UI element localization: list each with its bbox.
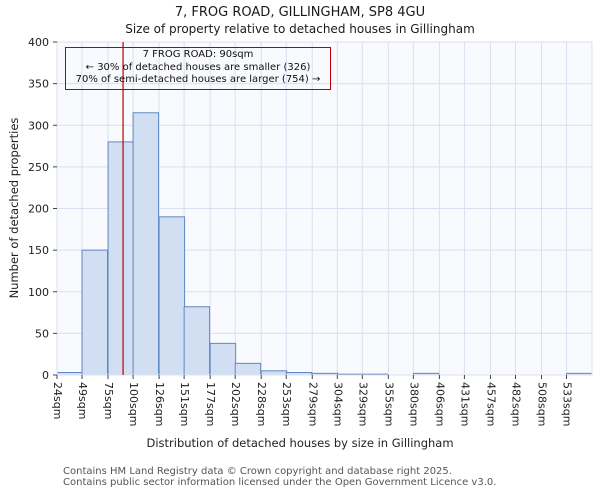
svg-text:50: 50 — [35, 327, 49, 340]
page-title: 7, FROG ROAD, GILLINGHAM, SP8 4GU — [174, 5, 426, 20]
svg-text:406sqm: 406sqm — [433, 382, 446, 426]
svg-text:329sqm: 329sqm — [356, 382, 369, 426]
svg-text:304sqm: 304sqm — [331, 382, 344, 426]
svg-text:49sqm: 49sqm — [76, 382, 89, 419]
svg-text:126sqm: 126sqm — [153, 382, 166, 426]
svg-text:457sqm: 457sqm — [484, 382, 497, 426]
svg-text:177sqm: 177sqm — [204, 382, 217, 426]
svg-text:508sqm: 508sqm — [535, 382, 548, 426]
svg-text:380sqm: 380sqm — [407, 382, 420, 426]
footer-licence-line: Contains public sector information licen… — [63, 477, 497, 488]
svg-text:482sqm: 482sqm — [509, 382, 522, 426]
svg-text:228sqm: 228sqm — [255, 382, 268, 426]
svg-text:100: 100 — [28, 286, 49, 299]
annotation-box: 7 FROG ROAD: 90sqm ← 30% of detached hou… — [65, 47, 331, 90]
footer-copyright-line: Contains HM Land Registry data © Crown c… — [63, 466, 452, 477]
svg-text:355sqm: 355sqm — [382, 382, 395, 426]
annotation-smaller-share: ← 30% of detached houses are smaller (32… — [85, 61, 311, 73]
svg-text:279sqm: 279sqm — [306, 382, 319, 426]
annotation-larger-share: 70% of semi-detached houses are larger (… — [75, 74, 321, 85]
svg-text:533sqm: 533sqm — [561, 382, 574, 426]
svg-text:250: 250 — [28, 161, 49, 174]
svg-text:202sqm: 202sqm — [229, 382, 242, 426]
svg-text:0: 0 — [42, 369, 49, 382]
svg-text:400: 400 — [28, 36, 49, 49]
svg-text:151sqm: 151sqm — [178, 382, 191, 426]
svg-text:75sqm: 75sqm — [102, 382, 115, 419]
svg-text:24sqm: 24sqm — [51, 382, 64, 419]
svg-text:431sqm: 431sqm — [458, 382, 471, 426]
svg-text:300: 300 — [28, 119, 49, 132]
page-subtitle: Size of property relative to detached ho… — [125, 22, 475, 36]
footer: Contains HM Land Registry data © Crown c… — [63, 466, 593, 488]
annotation-property-size: 7 FROG ROAD: 90sqm — [142, 49, 254, 60]
svg-text:350: 350 — [28, 78, 49, 91]
svg-text:150: 150 — [28, 244, 49, 257]
x-axis-label: Distribution of detached houses by size … — [146, 436, 454, 450]
svg-text:253sqm: 253sqm — [280, 382, 293, 426]
svg-text:100sqm: 100sqm — [127, 382, 140, 426]
svg-text:200: 200 — [28, 203, 49, 216]
